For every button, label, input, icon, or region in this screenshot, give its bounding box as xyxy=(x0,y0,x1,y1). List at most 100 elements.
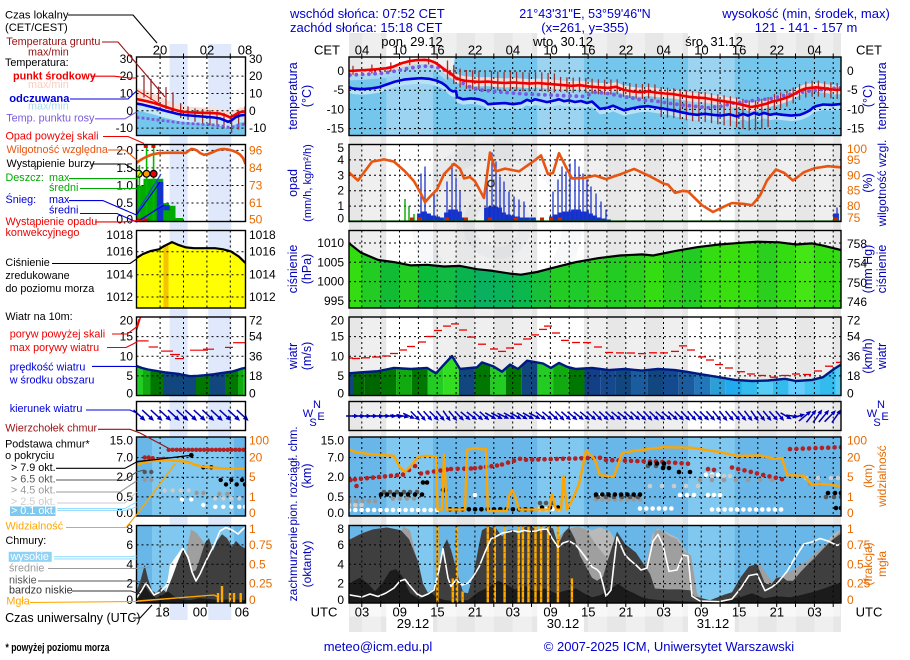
svg-text:0.5: 0.5 xyxy=(116,196,133,210)
svg-text:36: 36 xyxy=(249,349,263,363)
svg-text:18: 18 xyxy=(847,369,861,383)
svg-text:5: 5 xyxy=(337,369,344,383)
svg-text:22: 22 xyxy=(770,43,784,58)
svg-text:poryw powyżej skali: poryw powyżej skali xyxy=(10,329,105,341)
svg-text:09: 09 xyxy=(694,605,708,620)
svg-text:2: 2 xyxy=(337,577,344,591)
svg-text:20: 20 xyxy=(249,451,263,465)
svg-text:5: 5 xyxy=(847,470,854,484)
svg-text:meteo@icm.edu.pl: meteo@icm.edu.pl xyxy=(324,639,433,654)
svg-text:Wiatr na 10m:: Wiatr na 10m: xyxy=(5,311,72,323)
svg-text:(x=261, y=355): (x=261, y=355) xyxy=(541,20,628,35)
svg-text:61: 61 xyxy=(249,196,263,210)
svg-text:1018: 1018 xyxy=(249,228,276,242)
svg-text:15: 15 xyxy=(331,330,345,344)
svg-text:wiatr: wiatr xyxy=(875,343,889,370)
svg-text:0: 0 xyxy=(126,593,133,607)
svg-text:0.75: 0.75 xyxy=(249,538,273,552)
svg-text:04: 04 xyxy=(656,43,670,58)
svg-text:ciśnienie: ciśnienie xyxy=(286,245,300,294)
svg-text:50: 50 xyxy=(249,213,263,227)
svg-text:15: 15 xyxy=(430,605,444,620)
svg-text:15: 15 xyxy=(120,330,134,344)
svg-text:zachód słońca: 15:18 CET: zachód słońca: 15:18 CET xyxy=(290,20,443,35)
svg-text:08: 08 xyxy=(238,43,252,58)
svg-text:0.25: 0.25 xyxy=(249,577,273,591)
svg-text:-10: -10 xyxy=(327,102,345,116)
svg-text:72: 72 xyxy=(847,314,861,328)
svg-text:04: 04 xyxy=(355,43,369,58)
svg-text:0: 0 xyxy=(337,593,344,607)
svg-text:średni: średni xyxy=(49,182,78,194)
svg-text:6: 6 xyxy=(337,538,344,552)
svg-text:100: 100 xyxy=(847,434,867,448)
svg-text:95: 95 xyxy=(847,153,861,167)
svg-text:21: 21 xyxy=(468,605,482,620)
svg-text:0: 0 xyxy=(126,104,133,118)
svg-text:21: 21 xyxy=(619,605,633,620)
svg-text:mgła: mgła xyxy=(875,551,889,577)
svg-text:S: S xyxy=(309,417,316,429)
svg-text:0: 0 xyxy=(249,104,256,118)
svg-text:1016: 1016 xyxy=(249,245,276,259)
svg-text:UTC: UTC xyxy=(311,605,338,620)
svg-text:wysokość (min, środek, max): wysokość (min, środek, max) xyxy=(721,6,890,21)
svg-text:konwekcyjnego: konwekcyjnego xyxy=(6,227,80,239)
svg-text:2: 2 xyxy=(126,577,133,591)
svg-text:0: 0 xyxy=(337,387,344,401)
svg-text:wschód słońca: 07:52 CET: wschód słońca: 07:52 CET xyxy=(289,6,445,21)
svg-text:2.0: 2.0 xyxy=(116,470,133,484)
svg-text:Czas lokalny: Czas lokalny xyxy=(5,10,69,22)
svg-text:03: 03 xyxy=(807,605,821,620)
svg-text:> 4.5 okt.: > 4.5 okt. xyxy=(11,485,56,497)
svg-text:73: 73 xyxy=(249,179,263,193)
svg-text:0: 0 xyxy=(847,593,854,607)
svg-text:Czas uniwersalny (UTC): Czas uniwersalny (UTC) xyxy=(5,611,140,625)
svg-text:121 - 141 - 157 m: 121 - 141 - 157 m xyxy=(755,20,858,35)
svg-text:10: 10 xyxy=(694,43,708,58)
svg-text:0.5: 0.5 xyxy=(327,490,344,504)
svg-text:22: 22 xyxy=(468,43,482,58)
svg-text:wto, 30.12: wto, 30.12 xyxy=(532,34,593,49)
svg-text:30.12: 30.12 xyxy=(547,616,580,631)
svg-text:8: 8 xyxy=(126,522,133,536)
svg-text:1: 1 xyxy=(249,490,256,504)
svg-text:w środku obszaru: w środku obszaru xyxy=(9,375,95,387)
svg-text:10: 10 xyxy=(392,43,406,58)
svg-text:(°C): (°C) xyxy=(300,85,314,107)
svg-text:CET: CET xyxy=(314,43,340,58)
svg-text:(oktanty): (oktanty) xyxy=(300,541,314,588)
svg-text:20: 20 xyxy=(249,69,263,83)
svg-text:UTC: UTC xyxy=(856,605,883,620)
svg-text:1: 1 xyxy=(249,522,256,536)
svg-text:54: 54 xyxy=(249,330,263,344)
svg-text:widzialność: widzialność xyxy=(875,445,889,507)
svg-text:1014: 1014 xyxy=(249,268,276,282)
svg-text:20: 20 xyxy=(120,69,134,83)
svg-text:zachmurzenie: zachmurzenie xyxy=(286,526,300,601)
svg-text:4: 4 xyxy=(337,557,344,571)
svg-text:21: 21 xyxy=(770,605,784,620)
svg-text:0: 0 xyxy=(337,212,344,226)
svg-text:-15: -15 xyxy=(847,122,865,136)
svg-text:Widzialność: Widzialność xyxy=(6,521,64,533)
svg-text:995: 995 xyxy=(324,294,344,308)
svg-text:0: 0 xyxy=(847,387,854,401)
svg-text:> 2.5 okt.: > 2.5 okt. xyxy=(11,496,56,508)
svg-text:20: 20 xyxy=(847,451,861,465)
svg-text:10: 10 xyxy=(543,43,557,58)
svg-text:0.5: 0.5 xyxy=(847,557,864,571)
svg-text:Wilgotność względna: Wilgotność względna xyxy=(7,144,108,156)
svg-text:09: 09 xyxy=(543,605,557,620)
svg-text:W: W xyxy=(867,408,878,420)
svg-text:(m/s): (m/s) xyxy=(300,342,314,370)
svg-text:(frakcja): (frakcja) xyxy=(861,542,875,585)
svg-text:max: max xyxy=(49,172,70,184)
svg-text:temperatura: temperatura xyxy=(875,62,889,129)
svg-text:75: 75 xyxy=(847,211,861,225)
svg-text:> 0.1 okt.: > 0.1 okt. xyxy=(11,505,56,517)
svg-text:2.0: 2.0 xyxy=(327,470,344,484)
svg-text:(km): (km) xyxy=(861,464,875,488)
svg-text:E: E xyxy=(317,411,324,423)
svg-text:max: max xyxy=(49,194,70,206)
